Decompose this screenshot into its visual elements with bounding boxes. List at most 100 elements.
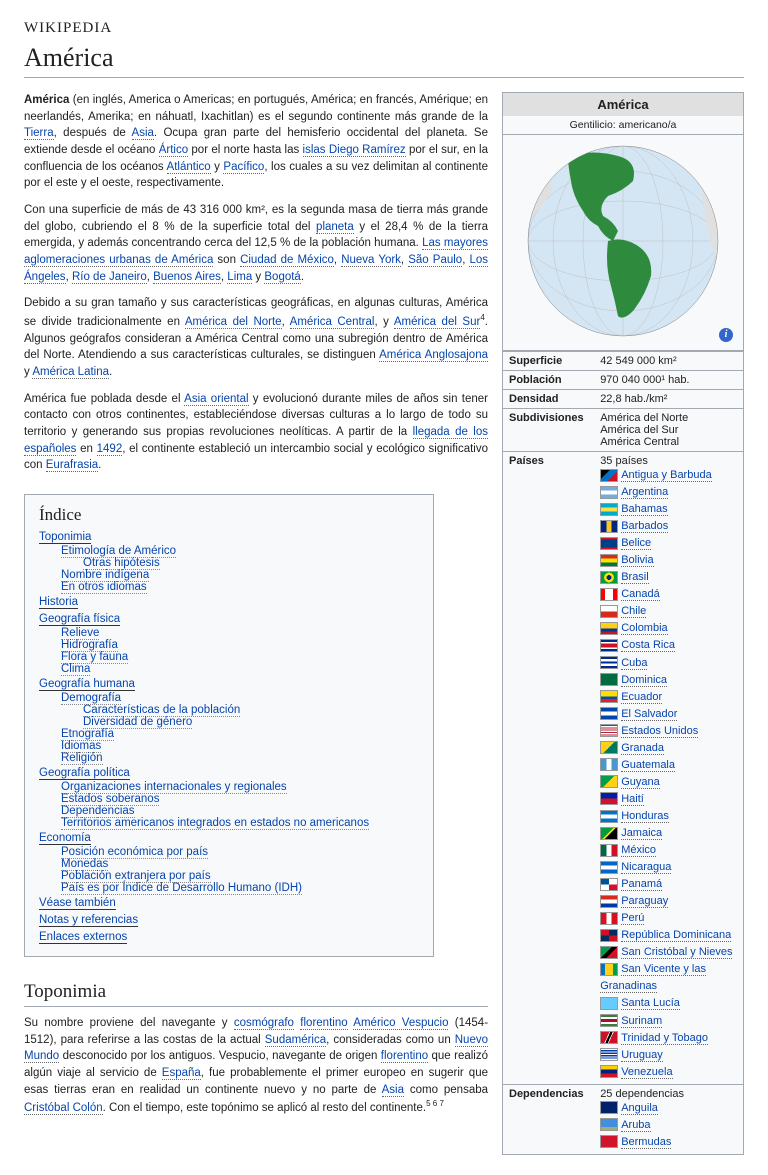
- link-country[interactable]: Chile: [621, 605, 646, 618]
- link-diego-ramirez[interactable]: islas Diego Ramírez: [303, 144, 406, 157]
- toc-link[interactable]: Nombre indígena: [61, 569, 149, 582]
- link-country[interactable]: Barbados: [621, 520, 668, 533]
- link-country[interactable]: Guatemala: [621, 759, 675, 772]
- link-artico[interactable]: Ártico: [159, 144, 188, 157]
- link-am-norte[interactable]: América del Norte: [185, 316, 282, 329]
- toc-link[interactable]: País es por Índice de Desarrollo Humano …: [61, 882, 302, 895]
- toc-link[interactable]: Véase también: [39, 897, 116, 910]
- link-espana[interactable]: España: [162, 1067, 201, 1080]
- link-country[interactable]: Perú: [621, 912, 644, 925]
- link-country[interactable]: Ecuador: [621, 691, 662, 704]
- toc-link[interactable]: Idiomas: [61, 740, 101, 753]
- toc-link[interactable]: Organizaciones internacionales y regiona…: [61, 781, 287, 794]
- link-country[interactable]: Aruba: [621, 1119, 650, 1132]
- toc-link[interactable]: Etnografía: [61, 728, 114, 741]
- link-country[interactable]: Cuba: [621, 657, 647, 670]
- link-latina[interactable]: América Latina: [32, 366, 109, 379]
- toc-link[interactable]: Hidrografía: [61, 639, 118, 652]
- link-atlantico[interactable]: Atlántico: [167, 161, 211, 174]
- link-country[interactable]: Haití: [621, 793, 644, 806]
- link-city[interactable]: Nueva York: [341, 254, 401, 267]
- link-cosmografo[interactable]: cosmógrafo: [234, 1017, 294, 1030]
- link-country[interactable]: Trinidad y Tobago: [621, 1032, 708, 1045]
- toc-link[interactable]: Demografía: [61, 692, 121, 705]
- toc-link[interactable]: Geografía humana: [39, 678, 135, 691]
- toc-link[interactable]: Estados soberanos: [61, 793, 159, 806]
- info-icon[interactable]: i: [719, 328, 733, 342]
- link-florentino[interactable]: florentino: [300, 1017, 347, 1030]
- link-asia[interactable]: Asia: [132, 127, 154, 140]
- link-country[interactable]: Canadá: [621, 588, 660, 601]
- link-city[interactable]: Río de Janeiro: [72, 271, 147, 284]
- toc-link[interactable]: Características de la población: [83, 704, 240, 717]
- link-city[interactable]: Ciudad de México: [240, 254, 334, 267]
- toc-link[interactable]: Enlaces externos: [39, 931, 127, 944]
- link-country[interactable]: México: [621, 844, 656, 857]
- link-country[interactable]: Honduras: [621, 810, 669, 823]
- link-country[interactable]: Guyana: [621, 776, 660, 789]
- link-country[interactable]: Estados Unidos: [621, 725, 698, 738]
- link-country[interactable]: Bahamas: [621, 503, 667, 516]
- link-planeta[interactable]: planeta: [316, 221, 354, 234]
- link-florentino2[interactable]: florentino: [381, 1050, 428, 1063]
- link-tierra[interactable]: Tierra: [24, 127, 54, 140]
- link-country[interactable]: Costa Rica: [621, 639, 675, 652]
- toc-link[interactable]: Etimología de Américo: [61, 545, 176, 558]
- link-1492[interactable]: 1492: [97, 443, 123, 456]
- link-am-central[interactable]: América Central: [290, 316, 375, 329]
- link-country[interactable]: Paraguay: [621, 895, 668, 908]
- toc-link[interactable]: Otras hipótesis: [83, 557, 160, 570]
- link-anglosajona[interactable]: América Anglosajona: [379, 349, 488, 362]
- link-country[interactable]: Santa Lucía: [621, 997, 680, 1010]
- link-country[interactable]: Surinam: [621, 1015, 662, 1028]
- toc-link[interactable]: Notas y referencias: [39, 914, 138, 927]
- link-country[interactable]: Nicaragua: [621, 861, 671, 874]
- link-country[interactable]: Panamá: [621, 878, 662, 891]
- link-country[interactable]: República Dominicana: [621, 929, 731, 942]
- link-asia-oriental[interactable]: Asia oriental: [184, 393, 248, 406]
- link-vespucio[interactable]: Américo Vespucio: [353, 1017, 448, 1030]
- link-country[interactable]: Argentina: [621, 486, 668, 499]
- link-eurafrasia[interactable]: Eurafrasia: [46, 459, 98, 472]
- toc-link[interactable]: Flora y fauna: [61, 651, 128, 664]
- toc-link[interactable]: Territorios americanos integrados en est…: [61, 817, 369, 830]
- link-country[interactable]: Dominica: [621, 674, 667, 687]
- link-country[interactable]: Bermudas: [621, 1136, 671, 1149]
- link-country[interactable]: Uruguay: [621, 1049, 663, 1062]
- link-sudamerica[interactable]: Sudamérica: [265, 1034, 326, 1047]
- toc-link[interactable]: Religión: [61, 752, 103, 765]
- link-country[interactable]: San Cristóbal y Nieves: [621, 946, 732, 959]
- link-country[interactable]: El Salvador: [621, 708, 677, 721]
- toc-link[interactable]: Relieve: [61, 627, 99, 640]
- link-city[interactable]: Buenos Aires: [153, 271, 221, 284]
- link-country[interactable]: Antigua y Barbuda: [621, 469, 712, 482]
- link-am-sur[interactable]: América del Sur: [394, 316, 480, 329]
- toc-link[interactable]: Clima: [61, 663, 90, 676]
- toc-link[interactable]: Posición económica por país: [61, 846, 208, 859]
- toc-link[interactable]: En otros idiomas: [61, 581, 147, 594]
- link-country[interactable]: Colombia: [621, 622, 667, 635]
- link-country[interactable]: Granada: [621, 742, 664, 755]
- toc-link[interactable]: Geografía política: [39, 767, 130, 780]
- link-pacifico[interactable]: Pacífico: [223, 161, 264, 174]
- toc-link[interactable]: Monedas: [61, 858, 108, 871]
- toc-link[interactable]: Diversidad de género: [83, 716, 192, 729]
- link-city[interactable]: Lima: [227, 271, 252, 284]
- link-country[interactable]: Venezuela: [621, 1066, 672, 1079]
- toc-link[interactable]: Toponimia: [39, 531, 91, 544]
- toc-link[interactable]: Población extranjera por país: [61, 870, 211, 883]
- link-country[interactable]: Bolivia: [621, 554, 653, 567]
- link-country[interactable]: Belice: [621, 537, 651, 550]
- link-country[interactable]: Brasil: [621, 571, 649, 584]
- link-city[interactable]: São Paulo: [408, 254, 462, 267]
- toc-link[interactable]: Dependencias: [61, 805, 135, 818]
- toc-link[interactable]: Economía: [39, 832, 91, 845]
- link-country[interactable]: Jamaica: [621, 827, 662, 840]
- link-city[interactable]: Bogotá: [264, 271, 300, 284]
- toc-link[interactable]: Geografía física: [39, 613, 120, 626]
- toc-link[interactable]: Historia: [39, 596, 78, 609]
- infobox-globe: i: [503, 135, 743, 351]
- link-asia2[interactable]: Asia: [382, 1084, 404, 1097]
- link-country[interactable]: Anguila: [621, 1102, 658, 1115]
- link-colon[interactable]: Cristóbal Colón: [24, 1102, 103, 1115]
